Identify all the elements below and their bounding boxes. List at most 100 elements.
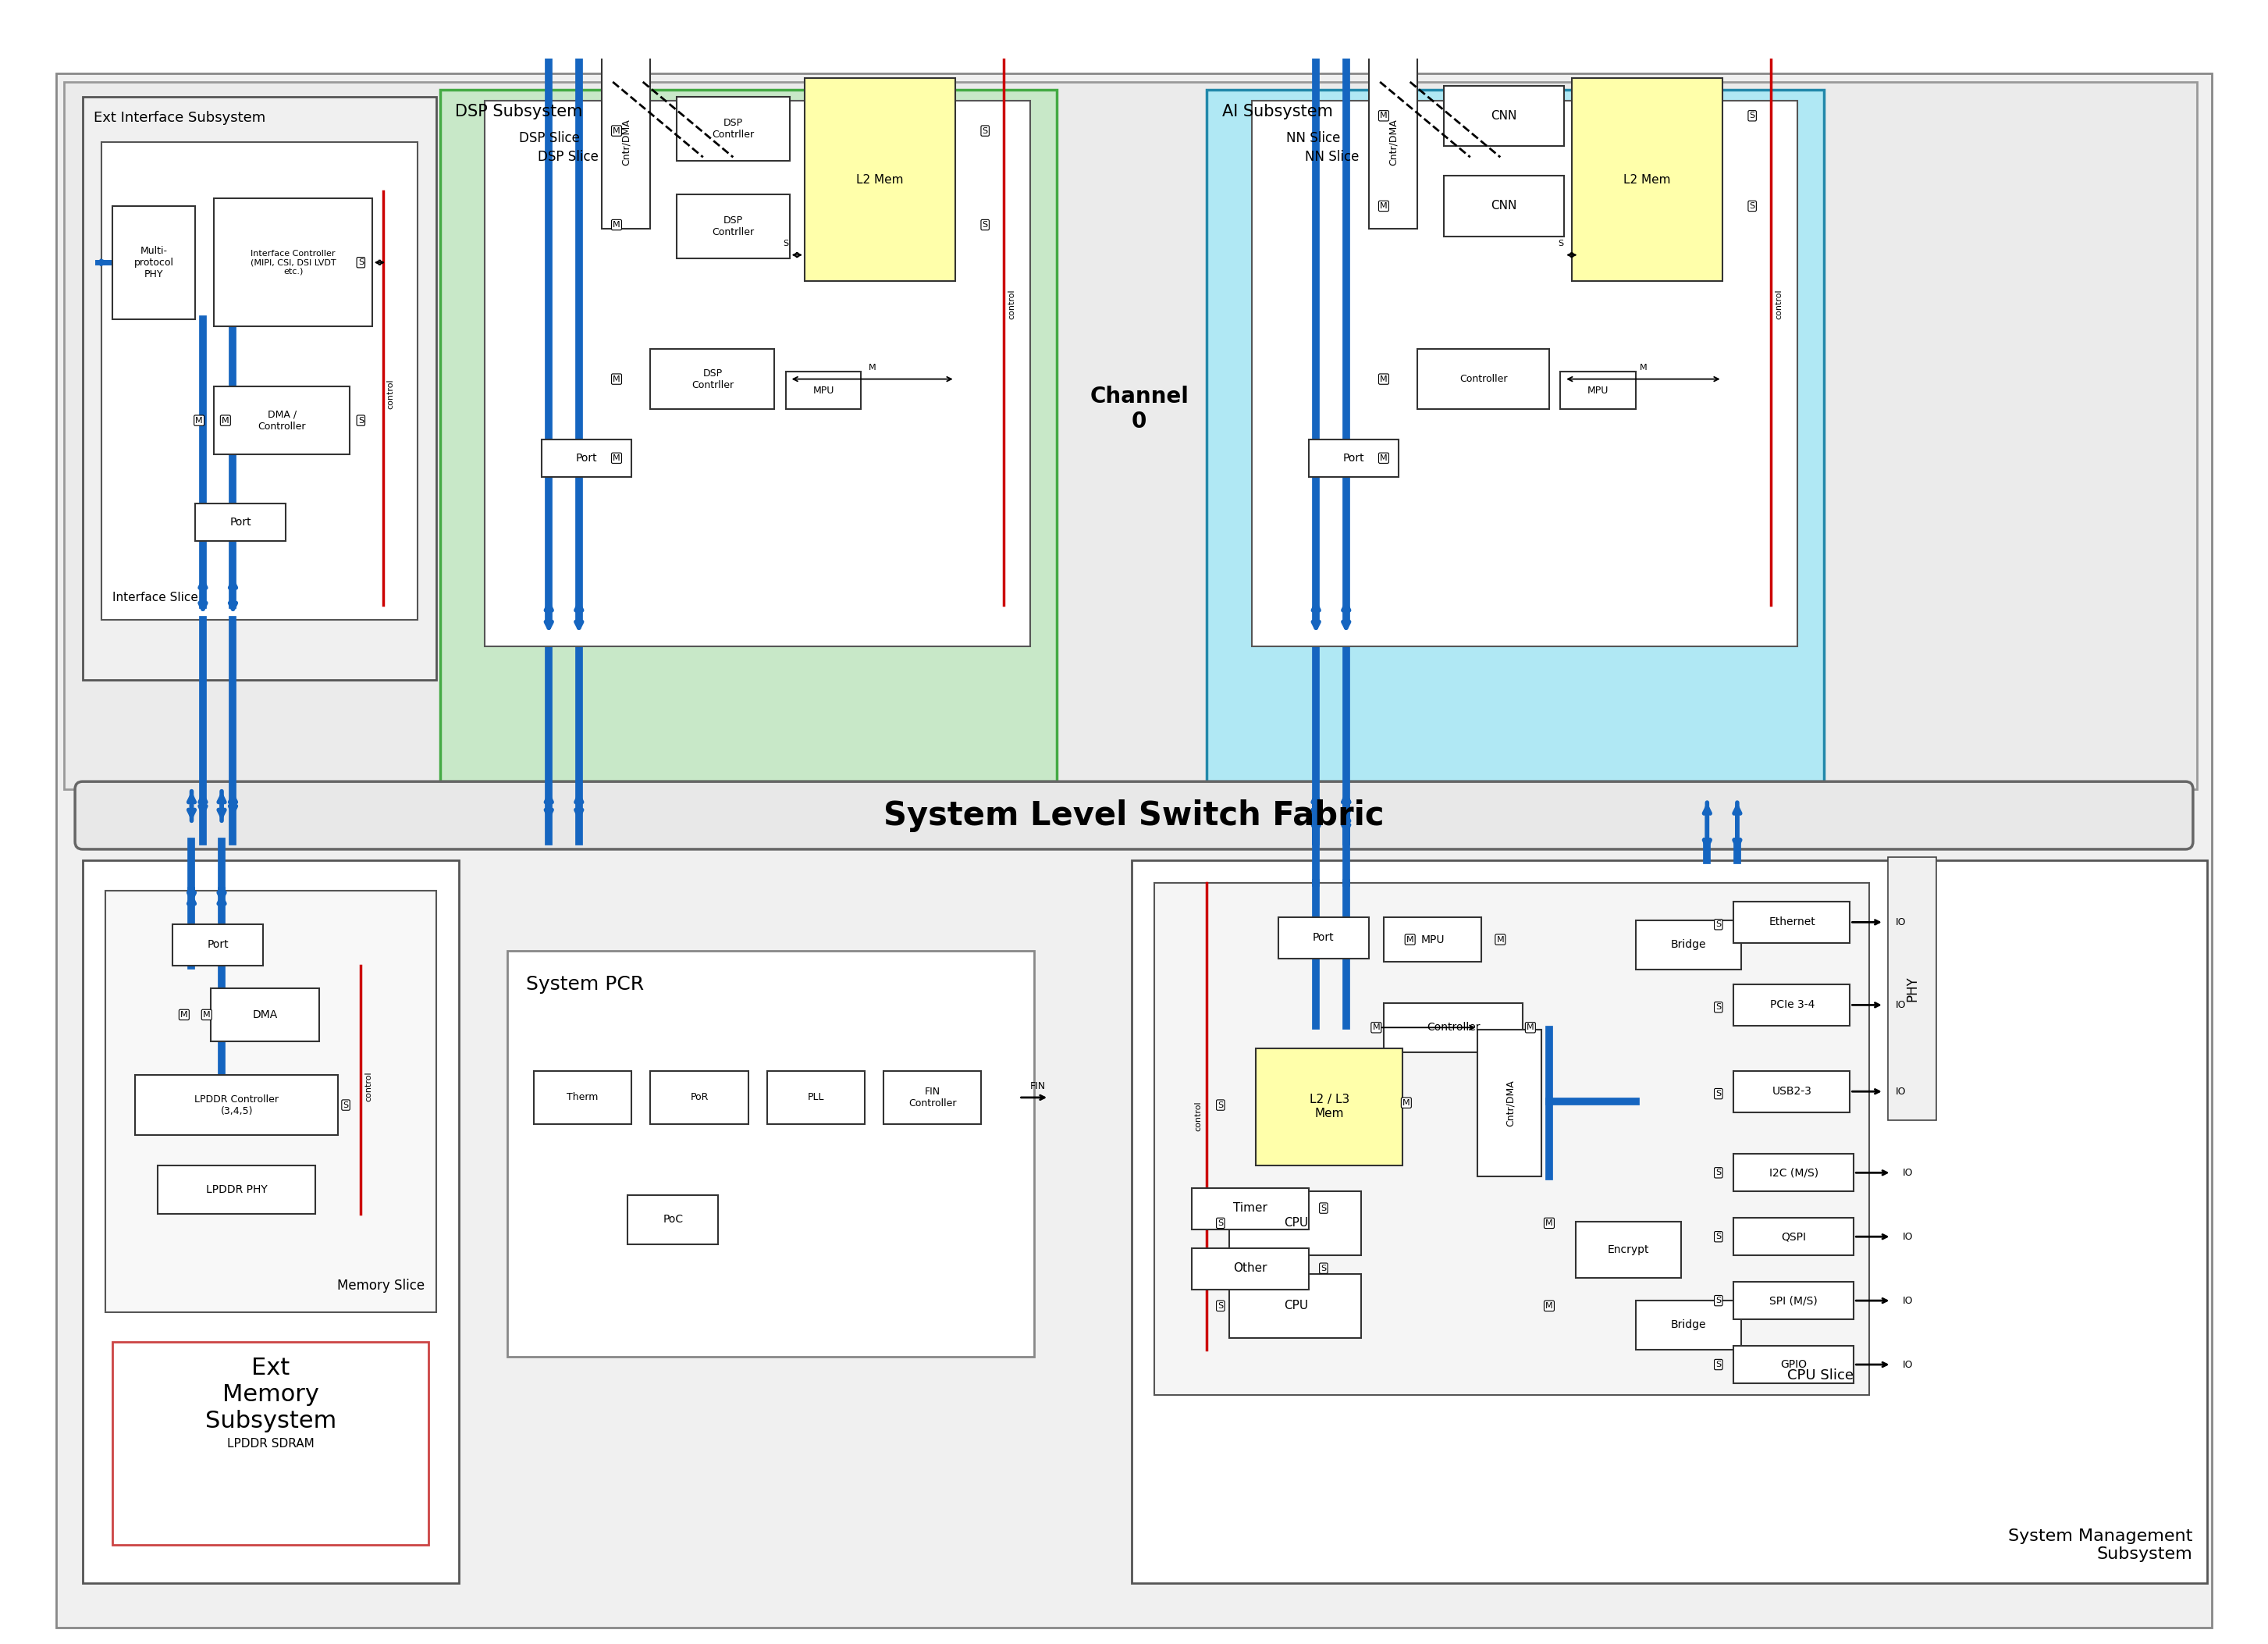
- Text: M: M: [1545, 1302, 1554, 1310]
- Text: M: M: [1545, 1220, 1554, 1226]
- Text: control: control: [365, 1072, 372, 1101]
- Text: L2 Mem: L2 Mem: [857, 174, 903, 186]
- Bar: [159, 1166, 315, 1215]
- Bar: [1733, 985, 1851, 1026]
- Text: S: S: [358, 416, 363, 424]
- Bar: [805, 79, 955, 281]
- Bar: [1207, 89, 1823, 781]
- Text: M: M: [202, 1011, 211, 1019]
- Bar: [64, 82, 2198, 789]
- Text: M: M: [1379, 112, 1388, 120]
- Text: S: S: [1715, 1361, 1721, 1368]
- Text: Memory Slice: Memory Slice: [338, 1279, 424, 1292]
- Text: PCIe 3-4: PCIe 3-4: [1769, 1000, 1814, 1011]
- Bar: [1418, 349, 1549, 409]
- Text: control: control: [1774, 289, 1783, 319]
- Text: Cntr/DMA: Cntr/DMA: [1506, 1080, 1515, 1126]
- Bar: [785, 372, 862, 409]
- Bar: [113, 1342, 429, 1545]
- Text: DSP
Contrller: DSP Contrller: [692, 368, 735, 390]
- Bar: [1733, 1154, 1853, 1192]
- Text: CPU: CPU: [1284, 1217, 1309, 1230]
- Bar: [1445, 85, 1565, 146]
- Bar: [522, 138, 993, 608]
- Bar: [1383, 917, 1481, 962]
- Bar: [195, 503, 286, 541]
- Text: M: M: [612, 454, 619, 462]
- Text: Port: Port: [576, 452, 596, 464]
- Text: AI Subsystem: AI Subsystem: [1222, 104, 1334, 120]
- Bar: [533, 1072, 631, 1124]
- Bar: [213, 386, 349, 454]
- Text: Port: Port: [229, 516, 252, 528]
- Bar: [1252, 100, 1796, 646]
- Bar: [628, 1195, 719, 1245]
- Bar: [104, 891, 435, 1312]
- Text: Port: Port: [1343, 452, 1365, 464]
- Text: DSP Slice: DSP Slice: [519, 132, 581, 145]
- Text: PLL: PLL: [807, 1092, 823, 1103]
- Text: M: M: [1379, 375, 1388, 383]
- Text: IO: IO: [1903, 1231, 1914, 1241]
- Bar: [1309, 439, 1399, 477]
- Bar: [885, 1072, 982, 1124]
- Text: S: S: [1320, 1203, 1327, 1212]
- Text: M: M: [1640, 363, 1647, 372]
- Bar: [1290, 138, 1760, 608]
- Text: PoC: PoC: [662, 1213, 683, 1225]
- Text: L2 Mem: L2 Mem: [1624, 174, 1672, 186]
- Bar: [1635, 921, 1742, 970]
- Text: Bridge: Bridge: [1672, 1318, 1706, 1330]
- Bar: [440, 89, 1057, 781]
- Bar: [1270, 120, 1778, 628]
- Text: DSP Slice: DSP Slice: [538, 150, 599, 164]
- Bar: [1733, 1072, 1851, 1113]
- Bar: [1132, 860, 2207, 1583]
- Text: Timer: Timer: [1234, 1202, 1268, 1213]
- Text: Multi-
protocol
PHY: Multi- protocol PHY: [134, 245, 175, 279]
- Text: NN Slice: NN Slice: [1304, 150, 1359, 164]
- Text: QSPI: QSPI: [1780, 1231, 1805, 1243]
- Bar: [508, 950, 1034, 1356]
- Text: LPDDR SDRAM: LPDDR SDRAM: [227, 1438, 315, 1450]
- Text: NN Slice: NN Slice: [1268, 0, 1327, 2]
- Text: S: S: [1558, 240, 1563, 248]
- Text: IO: IO: [1896, 1087, 1905, 1097]
- Text: Cntr/DMA: Cntr/DMA: [621, 118, 631, 166]
- Text: M: M: [181, 1011, 188, 1019]
- Text: I2C (M/S): I2C (M/S): [1769, 1167, 1819, 1179]
- Bar: [1733, 903, 1851, 944]
- Text: Channel
0: Channel 0: [1089, 386, 1188, 432]
- Text: IO: IO: [1896, 917, 1905, 927]
- Bar: [1445, 176, 1565, 237]
- Text: Therm: Therm: [567, 1092, 599, 1103]
- Text: S: S: [1715, 1090, 1721, 1098]
- Bar: [1193, 1248, 1309, 1289]
- Text: Interface Controller
(MIPI, CSI, DSI LVDT
etc.): Interface Controller (MIPI, CSI, DSI LVD…: [249, 250, 336, 276]
- FancyBboxPatch shape: [75, 781, 2193, 850]
- Bar: [1229, 1274, 1361, 1338]
- Text: M: M: [1402, 1098, 1411, 1106]
- Bar: [503, 120, 1012, 628]
- Text: M: M: [612, 220, 619, 229]
- Text: M: M: [1497, 935, 1504, 944]
- Text: System Management
Subsystem: System Management Subsystem: [2007, 1529, 2193, 1562]
- Text: S: S: [1715, 1169, 1721, 1177]
- Text: S: S: [1715, 1297, 1721, 1305]
- Text: Port: Port: [1313, 932, 1334, 942]
- Text: S: S: [1715, 1233, 1721, 1241]
- Text: FIN: FIN: [1030, 1082, 1046, 1092]
- Text: S: S: [982, 220, 989, 229]
- Text: System PCR: System PCR: [526, 975, 644, 995]
- Text: S: S: [342, 1101, 349, 1110]
- Bar: [213, 199, 372, 327]
- Text: USB2-3: USB2-3: [1771, 1087, 1812, 1097]
- Text: MPU: MPU: [1420, 934, 1445, 945]
- Bar: [1479, 1029, 1542, 1177]
- Bar: [1560, 372, 1635, 409]
- Bar: [601, 56, 651, 229]
- Text: CPU: CPU: [1284, 1300, 1309, 1312]
- Bar: [172, 924, 263, 967]
- Text: FIN
Controller: FIN Controller: [909, 1087, 957, 1108]
- Text: Ethernet: Ethernet: [1769, 917, 1814, 927]
